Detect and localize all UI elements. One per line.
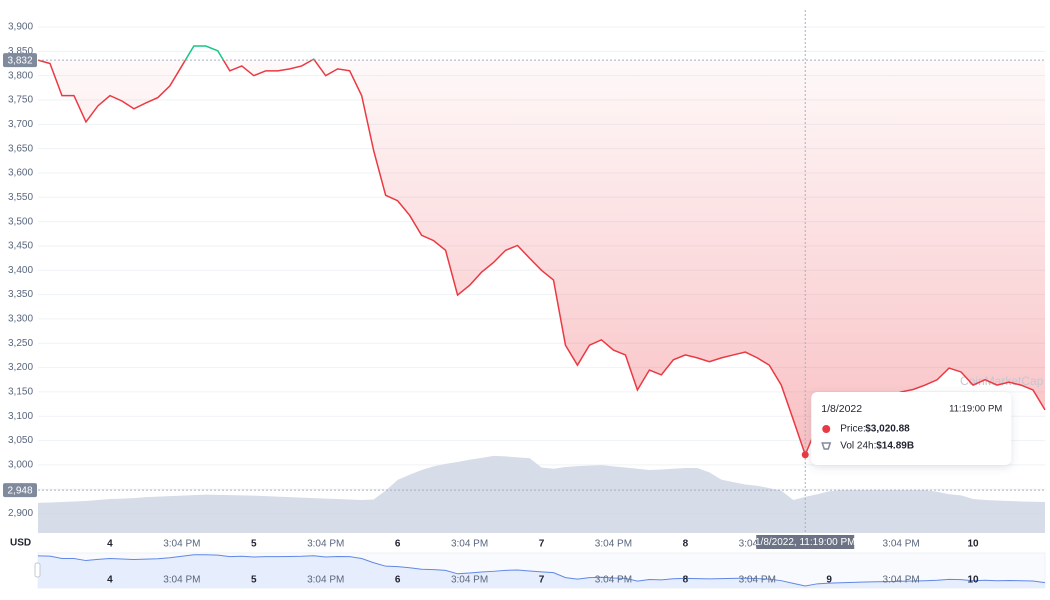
tooltip-price-label: Price: (840, 424, 866, 435)
tooltip-price: $3,020.88 (865, 424, 910, 435)
y-tick-label: 3,750 (8, 95, 33, 106)
x-tick-label: 5 (251, 539, 257, 550)
tooltip-price-dot (822, 425, 831, 433)
y-tick-label: 3,650 (8, 143, 33, 154)
tooltip-time: 11:19:00 PM (949, 404, 1002, 415)
y-tick-label: 3,350 (8, 289, 33, 300)
y-tick-label: 3,200 (8, 362, 33, 373)
y-tick-label: 3,550 (8, 192, 33, 203)
navigator-tick-label: 3:04 PM (883, 575, 920, 586)
volume-area (38, 455, 1045, 533)
navigator-tick-label: 5 (251, 575, 257, 586)
y-tick-label: 2,900 (8, 508, 33, 519)
x-tick-label: 6 (395, 539, 401, 550)
y-tick-label: 3,500 (8, 216, 33, 227)
navigator-tick-label: 3:04 PM (451, 575, 488, 586)
tooltip-volume: $14.89B (876, 441, 914, 452)
x-tick-label: 10 (968, 539, 980, 550)
x-tick-label: 3:04 PM (163, 539, 200, 550)
navigator-tick-label: 4 (107, 575, 113, 586)
x-tick-label: 3:04 PM (595, 539, 632, 550)
navigator-line (37, 554, 1046, 587)
reference-label: 3,832 (7, 55, 32, 66)
tooltip-date: 1/8/2022 (821, 403, 862, 415)
y-tick-label: 3,000 (8, 460, 33, 471)
x-tick-label: 4 (107, 539, 113, 550)
tooltip-box (811, 392, 1012, 465)
y-tick-label: 3,600 (8, 168, 33, 179)
crosshair-label-box (756, 535, 855, 549)
navigator-tick-label: 7 (539, 575, 545, 586)
y-tick-label: 3,150 (8, 387, 33, 398)
tooltip-volume-icon (821, 442, 832, 450)
x-tick-label: 8 (683, 539, 689, 550)
watermark: CoinMarketCap (960, 374, 1044, 388)
tooltip-volume-label: Vol 24h: (840, 441, 876, 452)
hover-point (801, 451, 809, 459)
x-tick-label: 3:04 PM (307, 539, 344, 550)
x-tick-label: 3:04 PM (883, 539, 920, 550)
navigator-tick-label: 3:04 PM (307, 575, 344, 586)
y-tick-label: 3,250 (8, 338, 33, 349)
y-tick-label: 3,900 (8, 22, 33, 33)
y-tick-label: 3,300 (8, 314, 33, 325)
y-tick-label: 3,700 (8, 119, 33, 130)
y-tick-label: 3,450 (8, 241, 33, 252)
x-tick-label: 7 (539, 539, 545, 550)
y-tick-label: 3,850 (8, 46, 33, 57)
navigator-tick-label: 10 (968, 575, 980, 586)
navigator-tick-label: 3:04 PM (739, 575, 776, 586)
navigator-tick-label: 3:04 PM (163, 575, 200, 586)
reference-label: 2,948 (7, 485, 32, 496)
crosshair-label: 1/8/2022, 11:19:00 PM (755, 537, 855, 548)
y-tick-label: 3,100 (8, 411, 33, 422)
y-tick-label: 3,400 (8, 265, 33, 276)
y-tick-label: 3,800 (8, 70, 33, 81)
price-line (38, 45, 316, 61)
navigator-tick-label: 6 (395, 575, 401, 586)
navigator-tick-label: 9 (826, 575, 832, 586)
navigator-tick-label: 3:04 PM (595, 575, 632, 586)
reference-label-box (3, 483, 37, 498)
x-tick-label: 3:04 PM (451, 539, 488, 550)
price-area (38, 60, 1045, 455)
reference-label-box (3, 53, 37, 68)
navigator-tick-label: 8 (683, 575, 689, 586)
navigator-area (38, 554, 1045, 588)
y-tick-label: 3,050 (8, 435, 33, 446)
y-unit: USD (10, 538, 31, 549)
navigator-handle (34, 562, 41, 578)
